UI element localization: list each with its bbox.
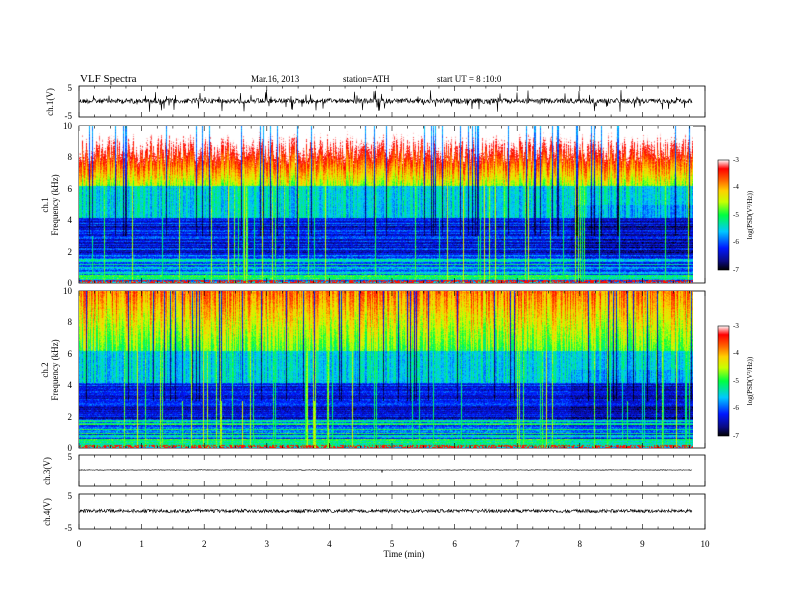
colorbar-1-label: log(PSD(V²/Hz))	[746, 190, 754, 239]
colorbar-2-tick: -6	[733, 404, 739, 412]
ch3-waveform-trace	[78, 469, 693, 473]
colorbar-1-tick: -5	[733, 211, 739, 219]
ch2-ytick-6: 6	[68, 349, 73, 359]
ch1-ytick-8: 8	[68, 152, 73, 162]
ch2-ylabel-frequency: Frequency (kHz)	[50, 339, 60, 400]
time-tick-label: 1	[139, 539, 144, 549]
ch3-ytick-top: 5	[68, 452, 73, 462]
time-tick-label: 2	[202, 539, 207, 549]
ch4-waveform-trace	[78, 508, 693, 514]
ch2-ytick-0: 0	[68, 443, 73, 453]
ch4-ylabel: ch.4(V)	[42, 498, 52, 526]
ch2-ytick-2: 2	[68, 412, 73, 422]
colorbar-1-tick: -6	[733, 238, 739, 246]
colorbar-2-tick: -4	[733, 349, 739, 357]
colorbar-2-gradient	[717, 325, 730, 437]
start-time-label: start UT = 8 :10:0	[437, 74, 502, 84]
time-tick-label: 4	[327, 539, 332, 549]
ch1-spectrogram-heatmap	[79, 126, 693, 283]
ch1-ytick-bottom: -5	[65, 111, 73, 121]
ch2-spectrogram-heatmap	[79, 291, 693, 448]
time-tick-label: 6	[452, 539, 457, 549]
colorbar-1-tick: -3	[733, 156, 739, 164]
time-tick-label: 3	[265, 539, 270, 549]
colorbar-2-tick: -5	[733, 377, 739, 385]
ch1-ytick-6: 6	[68, 184, 73, 194]
ch4-ytick-top: 5	[68, 491, 73, 501]
time-tick-label: 0	[77, 539, 82, 549]
ch1-spectrogram-panel: 10 8 6 4 2 0 ch.1 Frequency (kHz)	[40, 121, 706, 288]
colorbar-1-tick: -4	[733, 183, 739, 191]
time-axis-ticks	[78, 86, 706, 529]
colorbar-2-tick: -7	[733, 432, 739, 440]
station-label: station=ATH	[343, 74, 390, 84]
ch1-ytick-2: 2	[68, 247, 73, 257]
time-axis-tick-labels: 0 1 2 3 4 5 6 7 8 9 10	[77, 539, 710, 549]
colorbar-2-label: log(PSD(V²/Hz))	[746, 356, 754, 405]
time-tick-label: 10	[701, 539, 711, 549]
ch2-spectrogram-panel: 10 8 6 4 2 0 ch.2 Frequency (kHz)	[40, 286, 706, 453]
ch1-waveform-panel: 5 -5 ch.1(V)	[45, 83, 706, 121]
ch1-ytick-top: 5	[68, 83, 73, 93]
ch2-ytick-4: 4	[68, 380, 73, 390]
colorbar-1-gradient	[717, 159, 730, 271]
colorbar-1-tick: -7	[733, 266, 739, 274]
time-tick-label: 5	[390, 539, 395, 549]
colorbar-2-tick: -3	[733, 322, 739, 330]
ch3-ylabel: ch.3(V)	[42, 457, 52, 485]
ch2-ylabel-channel: ch.2	[40, 362, 50, 377]
ch2-ytick-10: 10	[63, 286, 73, 296]
time-tick-label: 9	[640, 539, 645, 549]
figure-title: VLF Spectra	[80, 73, 137, 85]
ch2-ytick-8: 8	[68, 317, 73, 327]
colorbar-1: -3 -4 -5 -6 -7 log(PSD(V²/Hz))	[717, 156, 754, 274]
ch1-ytick-4: 4	[68, 215, 73, 225]
ch1-ytick-10: 10	[63, 121, 73, 131]
ch1-ytick-0: 0	[68, 278, 73, 288]
date-label: Mar.16, 2013	[251, 74, 300, 84]
time-tick-label: 8	[578, 539, 583, 549]
ch1-ylabel: ch.1(V)	[45, 88, 55, 116]
time-axis-label: Time (min)	[384, 549, 425, 559]
time-tick-label: 7	[515, 539, 520, 549]
ch1-ylabel-frequency: Frequency (kHz)	[50, 174, 60, 235]
ch1-ylabel-channel: ch.1	[40, 197, 50, 212]
colorbar-2: -3 -4 -5 -6 -7 log(PSD(V²/Hz))	[717, 322, 754, 440]
ch4-ytick-bottom: -5	[65, 523, 73, 533]
ch1-waveform-trace	[78, 90, 693, 112]
